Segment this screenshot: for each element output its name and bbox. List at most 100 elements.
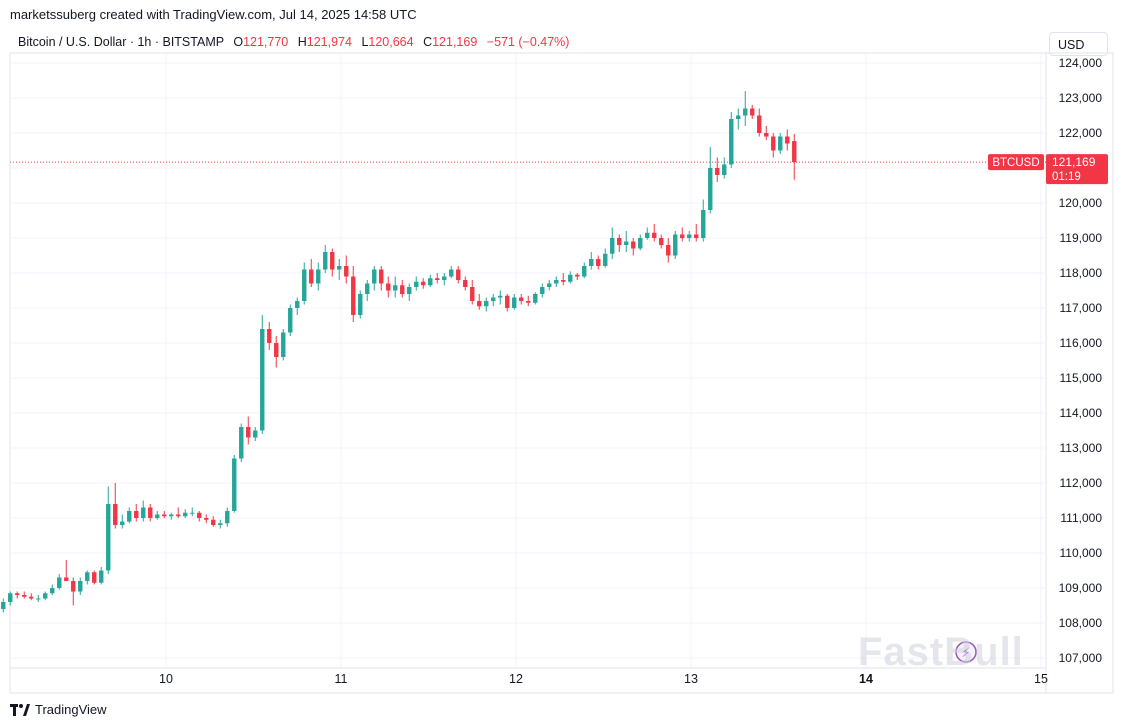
created-line: marketssuberg created with TradingView.c… — [10, 7, 417, 22]
candle-down — [652, 232, 657, 238]
x-tick-label: 14 — [859, 672, 873, 686]
candle-up — [512, 297, 517, 308]
candle-down — [22, 595, 27, 597]
candle-down — [757, 115, 762, 133]
y-tick-label: 115,000 — [1060, 371, 1103, 385]
candle-down — [785, 136, 790, 144]
x-tick-label: 10 — [159, 672, 173, 686]
candle-up — [687, 234, 692, 238]
y-tick-label: 123,000 — [1059, 91, 1103, 105]
candle-up — [638, 238, 643, 249]
bolt-icon: ⚡ — [961, 646, 970, 661]
candle-down — [204, 518, 209, 520]
x-tick-label: 15 — [1034, 672, 1048, 686]
x-tick-label: 13 — [684, 672, 698, 686]
y-tick-label: 111,000 — [1060, 511, 1102, 525]
candle-up — [428, 278, 433, 286]
candle-down — [400, 285, 405, 294]
candle-up — [288, 308, 293, 333]
open-label: O — [233, 35, 244, 49]
candle-up — [645, 232, 650, 238]
candle-down — [519, 297, 524, 301]
y-tick-label: 112,000 — [1060, 476, 1103, 490]
y-tick-label: 118,000 — [1060, 266, 1103, 280]
last-price-text: 121,169 — [1052, 155, 1096, 169]
candle-down — [477, 301, 482, 307]
y-tick-label: 119,000 — [1060, 231, 1103, 245]
candle-up — [554, 280, 559, 284]
candle-up — [8, 593, 13, 602]
candle-up — [414, 281, 419, 287]
candle-up — [533, 294, 538, 303]
high-value: 121,974 — [306, 35, 352, 49]
close-label: C — [423, 35, 433, 49]
y-tick-label: 117,000 — [1060, 301, 1103, 315]
ticker-tag — [988, 154, 1044, 171]
candle-down — [526, 301, 531, 303]
candle-down — [246, 427, 251, 438]
candle-down — [666, 245, 671, 256]
candle-down — [267, 329, 272, 343]
candle-up — [127, 511, 132, 522]
candle-up — [302, 269, 307, 301]
candle-up — [449, 269, 454, 277]
candle-up — [778, 136, 783, 151]
candle-down — [176, 514, 181, 517]
candle-down — [379, 269, 384, 284]
symbol-legend: Bitcoin / U.S. Dollar · 1h · BITSTAMP O1… — [18, 35, 569, 49]
y-tick-label: 113,000 — [1060, 441, 1103, 455]
candle-up — [281, 332, 286, 357]
candle-up — [624, 241, 629, 245]
footer-brand[interactable]: TradingView — [10, 702, 107, 717]
candle-down — [344, 266, 349, 277]
candle-up — [547, 283, 552, 287]
open-value: 121,770 — [243, 35, 289, 49]
candle-up — [701, 210, 706, 238]
candle-up — [50, 588, 55, 594]
candle-up — [498, 295, 503, 298]
candle-up — [491, 297, 496, 301]
candle-up — [169, 514, 174, 517]
candle-down — [561, 280, 566, 282]
candle-up — [232, 458, 237, 511]
y-tick-label: 122,000 — [1059, 126, 1103, 140]
chart-frame — [9, 52, 1114, 694]
candle-up — [337, 266, 342, 270]
candle-down — [134, 511, 139, 518]
candle-down — [596, 259, 601, 266]
ticker-tag-text: BTCUSD — [992, 157, 1039, 169]
candle-down — [435, 278, 440, 280]
tradingview-logo-icon — [10, 703, 30, 716]
candle-up — [253, 430, 258, 438]
y-tick-label: 120,000 — [1059, 196, 1103, 210]
candle-down — [771, 136, 776, 151]
candle-up — [99, 570, 104, 583]
candle-up — [190, 512, 195, 514]
candle-up — [743, 108, 748, 116]
candle-down — [351, 276, 356, 315]
candle-up — [708, 168, 713, 210]
y-tick-label: 108,000 — [1059, 616, 1103, 630]
x-tick-label: 11 — [335, 672, 348, 686]
low-value: 120,664 — [368, 35, 414, 49]
candle-up — [722, 164, 727, 175]
candle-down — [463, 280, 468, 287]
candle-down — [456, 269, 461, 280]
y-tick-label: 124,000 — [1059, 56, 1103, 70]
candle-up — [225, 511, 230, 524]
currency-selector[interactable]: USD — [1049, 32, 1108, 56]
candle-up — [295, 301, 300, 308]
candle-up — [407, 287, 412, 294]
candle-down — [715, 168, 720, 175]
candle-up — [85, 572, 90, 581]
low-label: L — [361, 35, 369, 49]
candle-down — [694, 234, 699, 238]
candle-up — [484, 301, 489, 307]
candle-down — [575, 274, 580, 277]
candle-down — [750, 108, 755, 116]
candle-up — [365, 283, 370, 294]
y-tick-label: 107,000 — [1059, 651, 1103, 665]
candle-up — [540, 287, 545, 294]
candle-down — [113, 504, 118, 525]
